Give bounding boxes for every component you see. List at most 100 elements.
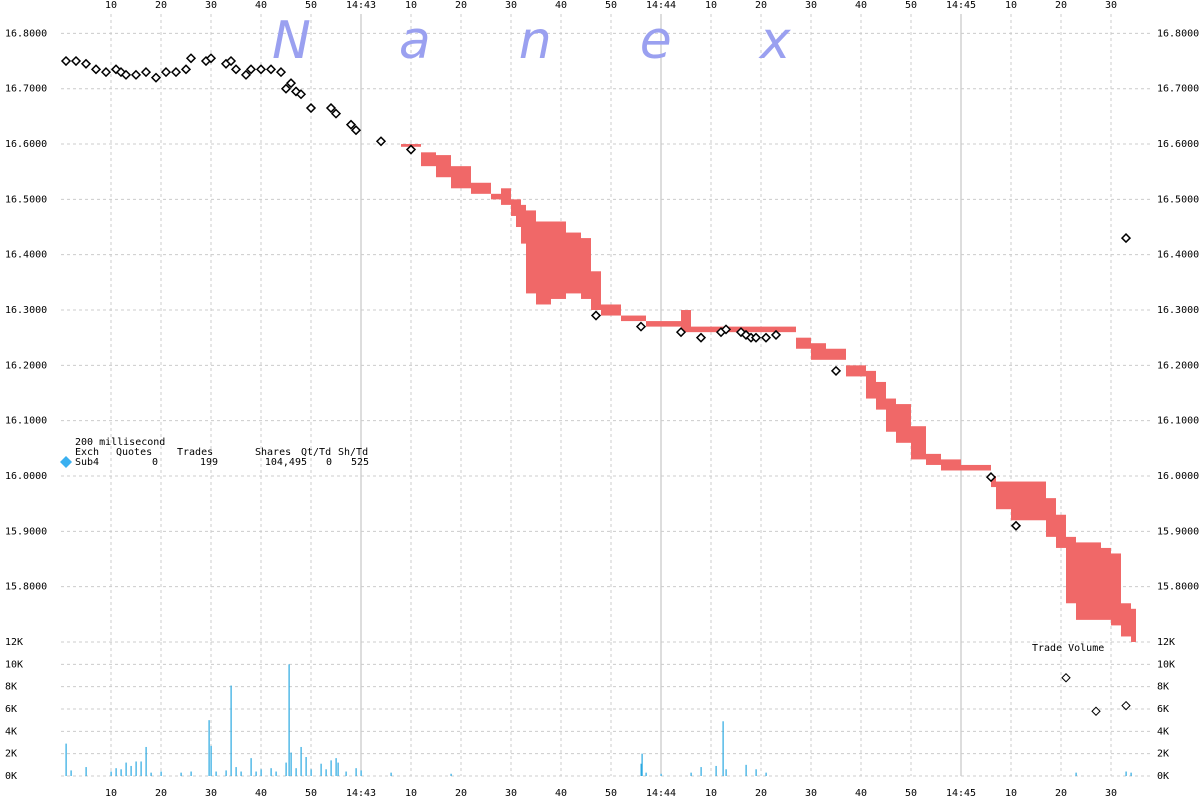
quote-range: [1011, 481, 1041, 521]
volume-bar: [135, 761, 137, 776]
x-tick-label: 40: [855, 0, 867, 11]
x-tick-label: 14:44: [646, 788, 676, 799]
volume-bar: [215, 771, 217, 776]
x-tick-label: 50: [605, 788, 617, 799]
volume-bar: [755, 769, 757, 776]
x-tick-label: 20: [755, 0, 767, 11]
volume-bar: [270, 768, 272, 776]
trade: [70, 55, 82, 67]
legend-header: Shares: [255, 447, 291, 458]
trade: [750, 332, 762, 343]
grid: 10 20 30 40 50 14:43 10 20 30 40 50 14:44 10 20 30 40 50…: [5, 0, 1199, 799]
y-tick-label: 16.2000: [5, 360, 47, 371]
trade: [330, 108, 342, 119]
volume-bar: [355, 768, 357, 776]
legend-header: Quotes: [116, 447, 152, 458]
quote-range: [1041, 481, 1046, 521]
x-tick-label: 40: [555, 788, 567, 799]
volume-bar: [345, 771, 347, 776]
volume-bar: [722, 721, 724, 776]
volume-bar: [360, 770, 362, 776]
trade: [80, 58, 92, 69]
quote-range: [886, 398, 896, 432]
x-tick-label: 30: [805, 788, 817, 799]
quote-range: [526, 210, 536, 294]
x-tick-label: 10: [105, 0, 117, 11]
y-tick-label: 16.6000: [5, 139, 47, 150]
volume-bar: [330, 760, 332, 776]
volume-bar: [295, 768, 297, 776]
volume-bar: [1130, 772, 1132, 776]
quote-range: [1091, 542, 1101, 620]
quote-range: [926, 453, 941, 465]
trade: [1120, 233, 1132, 244]
x-tick-label: 14:43: [346, 0, 376, 11]
trade: [590, 310, 602, 321]
quote-range: [961, 464, 991, 471]
volume-bar: [390, 772, 392, 776]
x-tick-label: 30: [805, 0, 817, 11]
volume-bar: [1075, 772, 1077, 776]
legend-header: Qt/Td: [301, 447, 331, 458]
volume-bar: [640, 763, 642, 776]
quote-range: [501, 188, 511, 205]
trade: [405, 144, 417, 155]
trade: [185, 53, 197, 64]
volume-point: [1091, 706, 1101, 716]
volume-bar: [235, 767, 237, 776]
y-tick-label: 16.5000: [1157, 194, 1199, 205]
trade: [770, 329, 782, 340]
trade: [280, 83, 292, 94]
volume-bar: [160, 771, 162, 776]
legend: 200 millisecond Exch Quotes Trades Share…: [75, 437, 369, 468]
quote-range: [566, 232, 581, 294]
x-tick-label: 50: [905, 0, 917, 11]
quote-range: [601, 304, 621, 316]
y-tick-label: 2K: [1157, 749, 1169, 760]
quote-range: [511, 199, 516, 216]
volume-bar: [85, 767, 87, 776]
trade: [150, 72, 162, 83]
x-tick-label: 30: [505, 0, 517, 11]
volume-bar: [745, 764, 747, 776]
x-tick-label: 10: [705, 0, 717, 11]
x-tick-label: 50: [305, 0, 317, 11]
quote-range: [1076, 542, 1091, 620]
quote-range: [1111, 553, 1121, 626]
volume-bar: [645, 772, 647, 776]
quote-range: [826, 348, 846, 360]
volume-bar: [310, 769, 312, 776]
volume-bar: [285, 762, 287, 776]
x-tick-label: 10: [405, 788, 417, 799]
y-tick-label: 12K: [1157, 637, 1175, 648]
volume-bar: [337, 762, 339, 776]
y-tick-label: 6K: [5, 704, 17, 715]
volume-bar: [290, 752, 292, 776]
volume-bar: [145, 746, 147, 776]
legend-cell: 0: [152, 457, 158, 468]
y-tick-label: 0K: [5, 771, 17, 782]
y-tick-label: 4K: [1157, 726, 1169, 737]
quote-range: [516, 199, 521, 228]
trade: [350, 125, 362, 136]
quote-range: [591, 271, 601, 311]
trade: [140, 67, 152, 78]
volume-bar: [130, 765, 132, 776]
y-tick-label: 16.2000: [1157, 360, 1199, 371]
y-tick-label: 16.4000: [1157, 250, 1199, 261]
trade: [760, 332, 772, 343]
quote-range: [491, 193, 501, 200]
volume-bar: [641, 753, 643, 776]
legend-cell: Sub4: [75, 457, 99, 468]
x-tick-label: 40: [255, 788, 267, 799]
volume-bar: [690, 772, 692, 776]
volume-bar: [715, 765, 717, 776]
y-tick-label: 15.9000: [1157, 526, 1199, 537]
x-tick-label: 30: [205, 0, 217, 11]
volume-bar: [300, 746, 302, 776]
trade: [735, 327, 747, 338]
quote-range: [811, 343, 826, 360]
quote-range: [991, 476, 996, 488]
trade: [225, 55, 237, 67]
